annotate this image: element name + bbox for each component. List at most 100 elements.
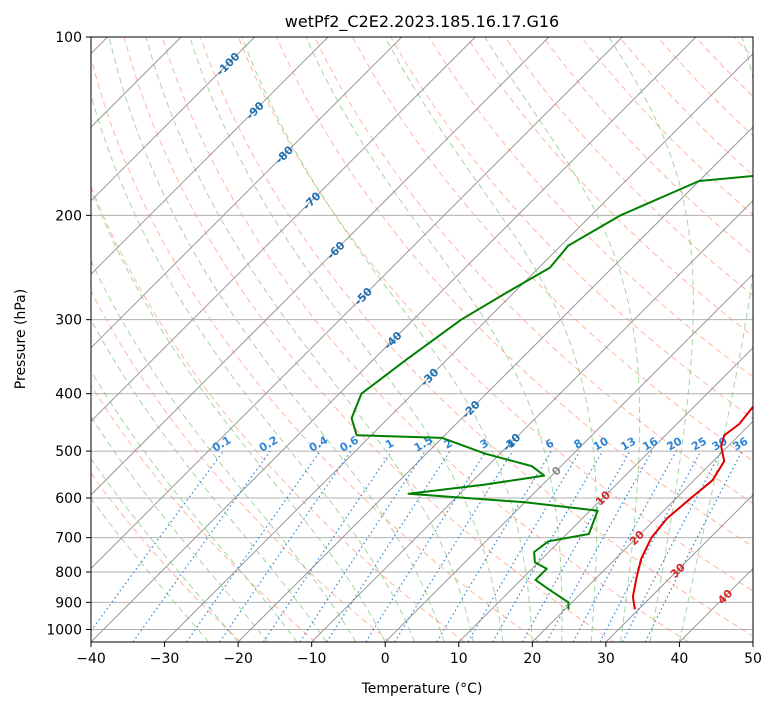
dry-adiabat: [314, 37, 753, 505]
y-tick-label: 500: [55, 444, 82, 460]
mixing-ratio-line: [132, 450, 271, 642]
y-tick-label: 100: [55, 30, 82, 46]
axis-ticks: −40 −30 −20 −10 0 10 20 30 40 50 100 200 300 400 500 60…: [46, 30, 762, 667]
isotherm-label: 40: [715, 587, 735, 607]
mixing-ratio-line: [91, 450, 224, 632]
mixing-ratio-line: [186, 450, 321, 642]
moist-adiabat: [484, 37, 641, 642]
moist-adiabat: [189, 37, 504, 642]
mixing-ratio-line: [599, 450, 702, 642]
mixing-ratio-line: [521, 450, 631, 642]
isotherm-line: [311, 199, 753, 642]
moist-adiabat: [91, 457, 239, 642]
y-tick-label: 800: [55, 565, 82, 581]
isotherm-line: [605, 494, 753, 642]
moist-adiabat: [384, 37, 598, 642]
mixing-ratio-line: [219, 450, 352, 642]
mixing-ratio-label: 6: [543, 436, 556, 451]
y-tick-label: 900: [55, 595, 82, 611]
dry-adiabat: [504, 37, 753, 296]
isotherm-line: [91, 37, 329, 275]
dry-adiabat: [352, 37, 753, 462]
dry-adiabat: [695, 37, 753, 97]
y-tick-label: 700: [55, 531, 82, 547]
chart-title: wetPf2_C2E2.2023.185.16.17.G16: [285, 12, 559, 32]
y-tick-label: 1000: [46, 622, 82, 638]
y-tick-label: 600: [55, 491, 82, 507]
isotherm-label: -60: [324, 239, 347, 262]
dry-adiabat: [91, 55, 540, 642]
dry-adiabat: [161, 37, 689, 642]
dry-adiabat: [91, 472, 242, 642]
isotherm-line: [91, 37, 476, 423]
moist-adiabat: [91, 318, 327, 642]
moist-adiabat: [305, 37, 563, 642]
isotherm-line: [91, 37, 403, 349]
isotherm-line: [531, 420, 753, 642]
dry-adiabat: [237, 37, 753, 592]
y-tick-label: 400: [55, 387, 82, 403]
y-tick-label: 200: [55, 208, 82, 224]
isotherm-line: [91, 37, 623, 570]
x-tick-label: −20: [223, 651, 253, 667]
dry-adiabat: [275, 37, 753, 548]
x-tick-label: 0: [381, 651, 390, 667]
dry-adiabat: [733, 37, 753, 58]
mixing-ratio-line: [299, 450, 426, 642]
isotherm-label: -100: [214, 50, 243, 79]
y-axis-label: Pressure (hPa): [13, 289, 29, 389]
moist-adiabat: [91, 415, 268, 642]
x-axis-label: Temperature (°C): [361, 681, 483, 697]
dry-adiabat: [390, 37, 753, 420]
isotherm-line: [91, 37, 256, 202]
moist-adiabat: [678, 37, 753, 642]
plot-frame: [90, 36, 754, 643]
moist-adiabat: [241, 37, 533, 642]
mixing-ratio-line: [572, 450, 677, 642]
moist-adiabat: [91, 369, 298, 642]
isotherm-line: [237, 126, 753, 642]
y-tick-label: 300: [55, 313, 82, 329]
dry-adiabat: [657, 37, 753, 137]
moist-adiabat: [91, 497, 210, 642]
moist-adiabat: [91, 188, 386, 642]
isotherm-label: -30: [418, 366, 441, 389]
dry-adiabat: [91, 384, 316, 642]
background-lines: [91, 37, 753, 642]
dry-adiabat: [91, 185, 465, 642]
isotherm-line: [164, 52, 753, 642]
isotherm-line: [91, 37, 550, 496]
isotherm-line: [752, 641, 753, 642]
moist-adiabat: [608, 37, 694, 642]
dry-adiabat: [91, 290, 391, 642]
mixing-ratio-line: [262, 450, 392, 642]
mixing-ratio-line: [644, 450, 743, 642]
dry-adiabat: [123, 37, 614, 642]
moist-adiabat: [108, 37, 445, 642]
x-tick-label: 10: [450, 651, 468, 667]
mixing-ratio-line: [326, 450, 451, 642]
dry-adiabat: [466, 37, 753, 337]
isotherm-line: [458, 347, 753, 642]
x-tick-label: 30: [597, 651, 615, 667]
mixing-ratio-line: [436, 450, 553, 642]
mixing-ratio-line: [394, 450, 514, 642]
temperature-profile: [631, 405, 753, 610]
dewpoint-profile: [350, 175, 753, 610]
x-tick-label: 50: [744, 651, 762, 667]
isotherm-line: [384, 273, 753, 642]
x-tick-label: −30: [150, 651, 180, 667]
x-tick-label: −40: [76, 651, 106, 667]
moist-adiabat: [145, 37, 474, 642]
x-tick-label: 20: [523, 651, 541, 667]
mixing-ratio-line: [467, 450, 581, 642]
dry-adiabat: [428, 37, 753, 378]
mixing-ratio-line: [365, 450, 487, 642]
isotherm-line: [679, 567, 753, 642]
sounding-profiles: [350, 175, 753, 610]
isotherm-label: 20: [627, 528, 647, 548]
x-tick-label: 40: [671, 651, 689, 667]
moist-adiabat: [91, 259, 357, 642]
